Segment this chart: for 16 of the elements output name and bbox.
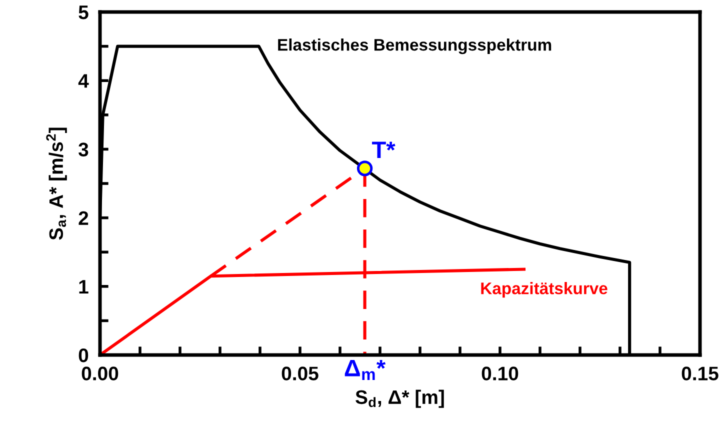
y-tick-label: 0 — [78, 348, 88, 362]
x-tick-label: 0.00 — [82, 366, 118, 380]
x-tick-label: 0.15 — [682, 366, 718, 380]
y-tick-label: 5 — [78, 6, 88, 20]
x-tick-label: 0.05 — [282, 366, 318, 380]
annotation: Elastisches Bemessungsspektrum — [278, 38, 552, 54]
y-tick-label: 4 — [78, 74, 89, 88]
y-tick-label: 2 — [78, 211, 88, 225]
x-tick-label: 0.10 — [482, 366, 518, 380]
y-tick-label: 3 — [78, 142, 88, 156]
annotation: Kapazitätskurve — [481, 282, 608, 298]
annotation: Δ$_{m}$* — [344, 360, 386, 380]
annotation: T* — [372, 142, 396, 158]
y-axis-title: S$_{a}$, A* [m/s$^{2}$] — [46, 128, 67, 240]
x-axis-title: S$_{d}$, Δ* [m] — [356, 390, 444, 408]
y-tick-label: 1 — [79, 280, 88, 294]
